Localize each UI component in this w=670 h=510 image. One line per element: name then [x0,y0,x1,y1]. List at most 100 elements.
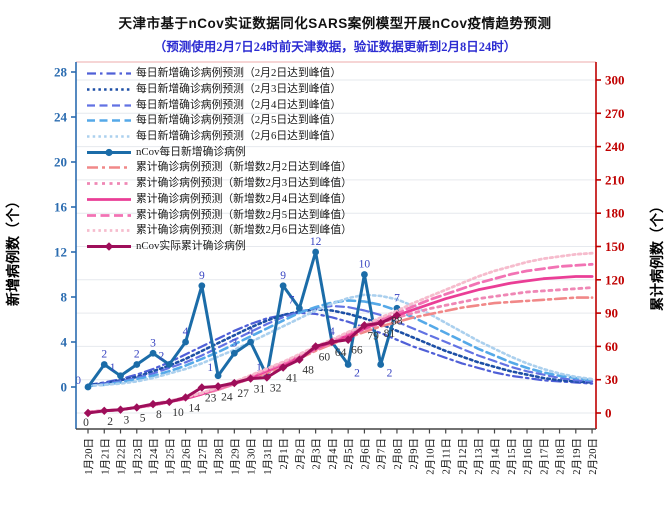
point-label: 32 [270,382,282,394]
legend-item-pred_daily_0202: 每日新增确诊病例预测（2月2日达到峰值） [86,66,352,82]
point-label: 27 [237,388,249,400]
x-axis-label: 2月13日 [473,438,485,475]
point-label: 3 [124,415,130,427]
legend-item-pred_cum_0203: 累计确诊病例预测（新增数2月3日达到峰值） [86,176,352,192]
point-label: 2 [387,368,393,380]
svg-text:150: 150 [605,239,625,254]
point-label: 66 [351,345,363,357]
point-label: 2 [354,368,360,380]
legend: 每日新增确诊病例预测（2月2日达到峰值） 每日新增确诊病例预测（2月3日达到峰值）… [86,66,352,254]
x-axis-label: 1月28日 [213,438,225,475]
svg-text:8: 8 [61,290,68,305]
x-axis-label: 2月2日 [294,438,306,470]
chart-subtitle: （预测使用2月7日24时前天津数据，验证数据更新到2月8日24时） [153,40,517,54]
x-axis-label: 2月17日 [538,438,550,475]
legend-swatch-pred_cum_0203 [87,182,131,186]
x-axis-label: 1月30日 [246,438,258,475]
x-axis-label: 2月16日 [522,438,534,475]
series-pred_cum_0204 [86,275,594,414]
point-label: 31 [254,384,266,396]
left-axis-title: 新增病例数（个） [7,194,22,306]
svg-text:180: 180 [605,206,625,221]
legend-item-pred_cum_0205: 累计确诊病例预测（新增数2月5日达到峰值） [86,207,352,223]
legend-item-pred_cum_0204: 累计确诊病例预测（新增数2月4日达到峰值） [86,192,352,208]
legend-swatch-pred_daily_0205 [87,119,131,123]
legend-label: 累计确诊病例预测（新增数2月5日达到峰值） [136,208,352,221]
legend-label: nCov实际累计确诊病例 [136,239,246,252]
x-axis-label: 1月29日 [229,438,241,475]
point-label: 2 [101,349,107,361]
point-label: 64 [335,347,347,359]
svg-text:120: 120 [605,272,625,287]
svg-text:60: 60 [605,339,618,354]
point-label: 79 [367,330,379,342]
point-label: 10 [359,259,371,271]
legend-swatch-actual_daily [87,148,131,156]
point-label: 3 [231,337,237,349]
point-label: 4 [248,326,254,338]
point-label: 24 [221,391,233,403]
x-axis-label: 2月10日 [424,438,436,475]
point-label: 2 [134,349,140,361]
legend-item-pred_cum_0206: 累计确诊病例预测（新增数2月6日达到峰值） [86,223,352,239]
legend-label: 累计确诊病例预测（新增数2月3日达到峰值） [136,177,352,190]
svg-text:300: 300 [605,73,625,88]
point-label: 7 [394,292,400,304]
series-pred_daily_0204 [86,304,594,387]
legend-swatch-pred_daily_0203 [87,88,131,91]
point-label: 12 [310,236,322,248]
svg-text:12: 12 [54,245,67,260]
svg-text:20: 20 [54,155,67,170]
x-axis-label: 1月21日 [99,438,111,475]
legend-swatch-pred_daily_0202 [87,72,131,75]
point-label: 48 [302,365,314,377]
svg-text:0: 0 [61,380,68,395]
x-axis-label: 2月20日 [587,438,599,475]
x-axis-label: 2月7日 [376,438,388,470]
point-label: 9 [280,270,286,282]
point-label: 1 [256,362,262,374]
svg-text:4: 4 [61,335,68,350]
svg-text:270: 270 [605,106,625,121]
legend-label: 每日新增确诊病例预测（2月5日达到峰值） [136,114,342,127]
point-label: 7 [289,294,295,306]
point-label: 41 [286,372,298,384]
legend-label: 每日新增确诊病例预测（2月4日达到峰值） [136,98,342,111]
x-axis-ticks: 1月20日 1月21日 1月22日 1月23日 1月24日 1月25日 1月26日 1月27日… [83,429,599,475]
svg-text:210: 210 [605,172,625,187]
legend-label: 累计确诊病例预测（新增数2月6日达到峰值） [136,224,352,237]
x-axis-label: 1月26日 [181,438,193,475]
point-label: 5 [140,412,146,424]
svg-text:16: 16 [54,200,68,215]
legend-swatch-pred_cum_0206 [87,229,131,233]
point-label: 0 [83,417,89,429]
x-axis-label: 2月19日 [571,438,583,475]
svg-text:30: 30 [605,372,618,387]
x-axis-label: 2月8日 [392,438,404,470]
legend-label: nCov每日新增确诊病例 [136,145,246,158]
legend-item-pred_daily_0203: 每日新增确诊病例预测（2月3日达到峰值） [86,82,352,98]
series-pred_cum_0206 [86,251,594,414]
point-label: 3 [150,337,156,349]
point-label: 0 [75,375,81,387]
series-actual_daily [84,248,401,391]
legend-item-actual_cum: nCov实际累计确诊病例 [86,239,352,255]
x-axis-label: 2月14日 [490,438,502,475]
x-axis-label: 1月27日 [197,438,209,475]
legend-item-pred_cum_0202: 累计确诊病例预测（新增数2月2日达到峰值） [86,160,352,176]
right-axis-ticks: 0 30 60 90 120 150 180 210 240 270 300 [596,73,625,421]
point-label: 10 [172,407,184,419]
legend-swatch-actual_cum [87,242,131,251]
svg-text:240: 240 [605,139,625,154]
legend-label: 每日新增确诊病例预测（2月6日达到峰值） [136,130,342,143]
legend-label: 每日新增确诊病例预测（2月2日达到峰值） [136,67,342,80]
legend-swatch-pred_daily_0204 [87,104,131,107]
point-label: 88 [391,315,403,327]
legend-item-actual_daily: nCov每日新增确诊病例 [86,144,352,160]
point-label: 2 [159,351,165,363]
point-label: 23 [205,392,217,404]
x-axis-label: 2月6日 [359,438,371,470]
x-axis-label: 1月22日 [116,438,128,475]
